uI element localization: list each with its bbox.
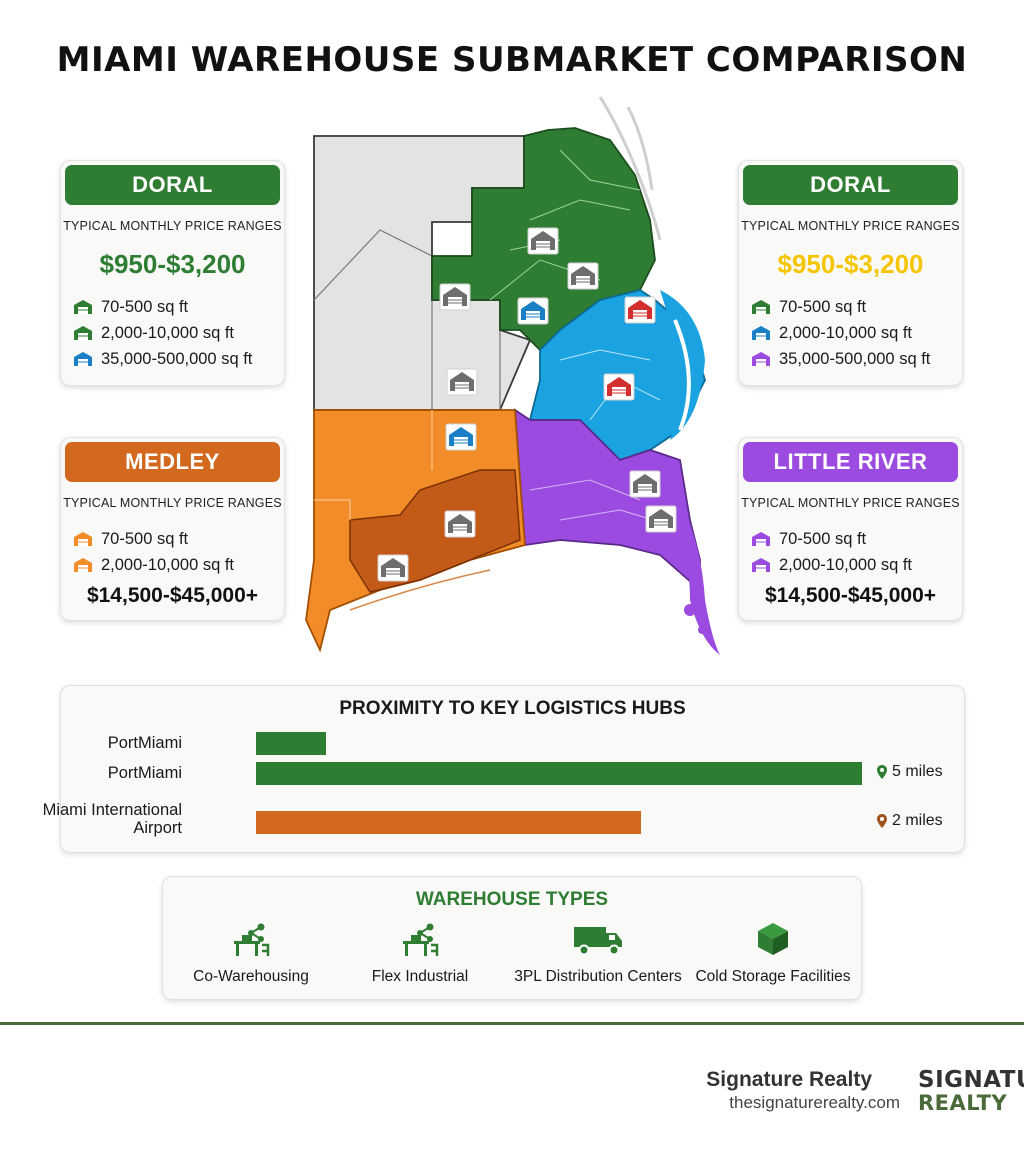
card-size-row: 2,000-10,000 sq ft [751, 320, 962, 346]
green-warehouse-icon [752, 300, 770, 314]
map-pin-icon [877, 765, 887, 779]
card-subtitle: TYPICAL MONTHLY PRICE RANGES [741, 496, 960, 510]
card-size-row: 2,000-10,000 sq ft [751, 552, 962, 578]
card-price: $950-$3,200 [99, 249, 246, 279]
card-size-row: 70-500 sq ft [751, 294, 962, 320]
signature-realty-logo: SIGNATU REALTY [918, 1068, 1024, 1115]
proximity-bar [256, 762, 862, 785]
card-size-row: 2,000-10,000 sq ft [73, 552, 284, 578]
bar-note: 5 miles [876, 763, 943, 781]
page-title: MIAMI WAREHOUSE SUBMARKET COMPARISON [56, 40, 968, 80]
bar-label: Miami International Airport [42, 801, 182, 837]
proximity-title: PROXIMITY TO KEY LOGISTICS HUBS [339, 698, 686, 719]
green-warehouse-icon [74, 300, 92, 314]
card-doral-left: DORAL TYPICAL MONTHLY PRICE RANGES $950-… [60, 160, 285, 386]
card-size-row: 35,000-500,000 sq ft [73, 346, 284, 372]
warehouse-type-label: Flex Industrial [371, 968, 469, 985]
card-price: $950-$3,200 [777, 249, 924, 279]
card-subtitle: TYPICAL MONTHLY PRICE RANGES [63, 219, 282, 233]
desk-network-icon [234, 923, 270, 956]
desk-network-icon [403, 923, 439, 956]
card-doral-right: DORAL TYPICAL MONTHLY PRICE RANGES $950-… [738, 160, 963, 386]
card-price: $14,500-$45,000+ [86, 584, 259, 607]
map-pin-icon [877, 814, 887, 828]
card-size-row: 70-500 sq ft [73, 526, 284, 552]
proximity-panel: PROXIMITY TO KEY LOGISTICS HUBS PortMiam… [43, 685, 965, 853]
bar-note: 2 miles [876, 812, 943, 830]
card-header: LITTLE RIVER [743, 442, 958, 482]
warehouse-type-item: 3PL Distribution Centers [503, 921, 693, 986]
warehouse-types-title: WAREHOUSE TYPES [415, 889, 609, 910]
warehouse-type-label: 3PL Distribution Centers [514, 968, 682, 985]
card-size-row: 70-500 sq ft [751, 526, 962, 552]
card-medley: MEDLEY TYPICAL MONTHLY PRICE RANGES 70-5… [60, 437, 285, 621]
card-size-row: 70-500 sq ft [73, 294, 284, 320]
card-header: DORAL [65, 165, 280, 205]
footer-divider [0, 1022, 1024, 1025]
coastline [598, 96, 662, 241]
blue-warehouse-icon [74, 352, 92, 366]
card-size-row: 2,000-10,000 sq ft [73, 320, 284, 346]
cube-icon [758, 923, 788, 955]
purple-warehouse-icon [752, 532, 770, 546]
truck-icon [574, 927, 622, 956]
purple-warehouse-icon [752, 352, 770, 366]
green-warehouse-icon [74, 326, 92, 340]
warehouse-types-panel: WAREHOUSE TYPES Co-Warehousing Flex Indu… [162, 876, 862, 1000]
card-little-river: LITTLE RIVER TYPICAL MONTHLY PRICE RANGE… [738, 437, 963, 621]
bar-label: PortMiami [107, 764, 182, 782]
warehouse-type-label: Cold Storage Facilities [695, 968, 851, 985]
miami-submarket-map [305, 96, 720, 655]
card-size-row: 35,000-500,000 sq ft [751, 346, 962, 372]
proximity-bar [256, 732, 326, 755]
proximity-bar [256, 811, 641, 834]
warehouse-type-label: Co-Warehousing [193, 968, 309, 985]
orange-warehouse-icon [74, 532, 92, 546]
warehouse-type-item: Cold Storage Facilities [683, 921, 863, 986]
warehouse-type-item: Flex Industrial [330, 921, 510, 986]
brand-url[interactable]: thesignaturerealty.com [729, 1093, 900, 1112]
bar-label: PortMiami [107, 734, 182, 752]
brand-name: Signature Realty [706, 1068, 872, 1091]
blue-warehouse-icon [752, 326, 770, 340]
card-subtitle: TYPICAL MONTHLY PRICE RANGES [741, 219, 960, 233]
purple-warehouse-icon [752, 558, 770, 572]
card-header: DORAL [743, 165, 958, 205]
card-subtitle: TYPICAL MONTHLY PRICE RANGES [63, 496, 282, 510]
card-price: $14,500-$45,000+ [764, 584, 937, 607]
card-header: MEDLEY [65, 442, 280, 482]
warehouse-type-item: Co-Warehousing [161, 921, 341, 986]
purple-region [513, 408, 701, 592]
orange-warehouse-icon [74, 558, 92, 572]
